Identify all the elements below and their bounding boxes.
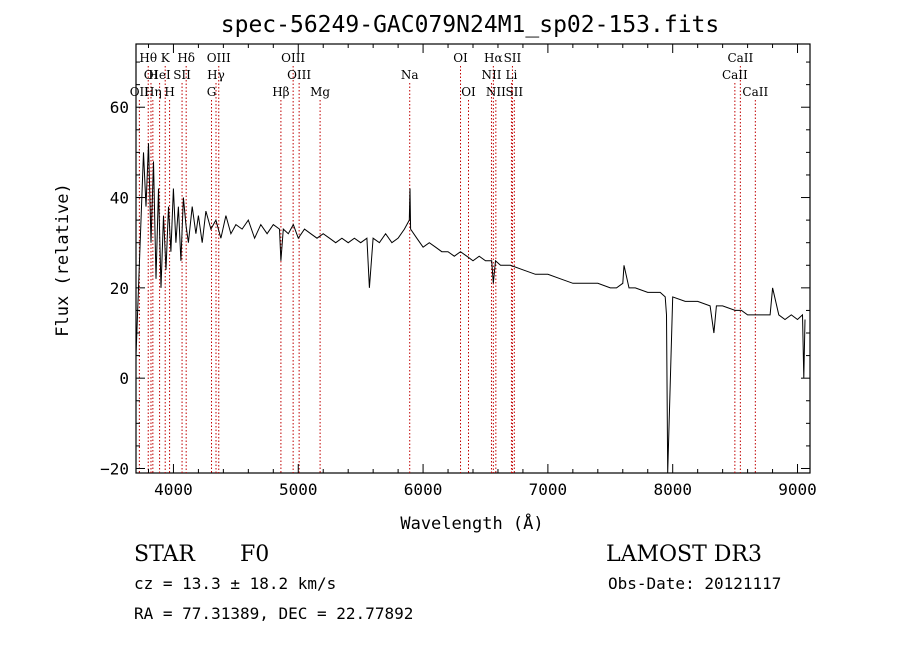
y-tick-label: 60	[110, 98, 129, 117]
spectral-line-label: OI	[144, 68, 159, 82]
y-tick-label: −20	[100, 459, 129, 478]
spectral-line-label: Mg	[310, 85, 330, 99]
spectral-line-label: OIII	[281, 51, 305, 65]
spectral-line-label: H	[164, 85, 174, 99]
spectral-line-markers	[138, 66, 756, 473]
spectral-line-label: G	[207, 85, 217, 99]
spectral-line-label: OI	[453, 51, 468, 65]
spectral-line-label: Hβ	[272, 85, 289, 99]
spectral-line-label: K	[161, 51, 171, 65]
redshift-text: cz = 13.3 ± 18.2 km/s	[134, 574, 336, 593]
spectral-line-label: Hη	[144, 85, 162, 99]
spectral-line-label: Hθ	[139, 51, 157, 65]
x-tick-label: 8000	[653, 480, 692, 499]
object-class: STAR	[134, 542, 196, 567]
y-axis-label: Flux (relative)	[53, 183, 73, 337]
spectral-line-label: OI	[461, 85, 476, 99]
obs-date: Obs-Date: 20121117	[608, 574, 781, 593]
x-tick-label: 9000	[778, 480, 817, 499]
spectral-line-label: CaII	[742, 85, 768, 99]
spectral-line-label: NII	[486, 85, 506, 99]
spectral-line-label: Hα	[484, 51, 503, 65]
spectral-line-label: Na	[401, 68, 419, 82]
spectral-line-label: Hγ	[207, 68, 225, 82]
spectral-line-label: SII	[173, 68, 191, 82]
y-axis-ticks: −20 0 20 40 60	[100, 61, 810, 478]
spectral-line-label: OIII	[287, 68, 311, 82]
spectral-line-label: CaII	[722, 68, 748, 82]
spectral-line-label: SII	[504, 51, 522, 65]
spectral-line-label: CaII	[727, 51, 753, 65]
survey-name: LAMOST DR3	[606, 542, 762, 567]
plot-frame	[135, 43, 811, 474]
spectral-line-label: NII	[481, 68, 501, 82]
spectral-line-label: Li	[506, 68, 518, 82]
spectral-line-label: SII	[505, 85, 523, 99]
spectral-line-label: OII	[130, 85, 150, 99]
x-tick-label: 5000	[279, 480, 318, 499]
x-tick-label: 6000	[404, 480, 443, 499]
spectrum-trace	[135, 143, 806, 474]
spectral-line-label: HeI	[148, 68, 171, 82]
coordinates: RA = 77.31389, DEC = 22.77892	[134, 604, 413, 623]
spectral-line-label: OIII	[207, 51, 231, 65]
x-axis-ticks: 4000 5000 6000 7000 8000 9000	[147, 44, 817, 499]
x-axis-label: Wavelength (Å)	[400, 512, 543, 534]
object-subclass: F0	[240, 542, 269, 567]
chart-title: spec-56249-GAC079N24M1_sp02-153.fits	[221, 12, 720, 38]
y-tick-label: 0	[119, 369, 129, 388]
spectral-line-label: Hδ	[177, 51, 195, 65]
y-tick-label: 40	[110, 189, 129, 208]
x-tick-label: 7000	[529, 480, 568, 499]
y-tick-label: 20	[110, 279, 129, 298]
x-tick-label: 4000	[154, 480, 193, 499]
